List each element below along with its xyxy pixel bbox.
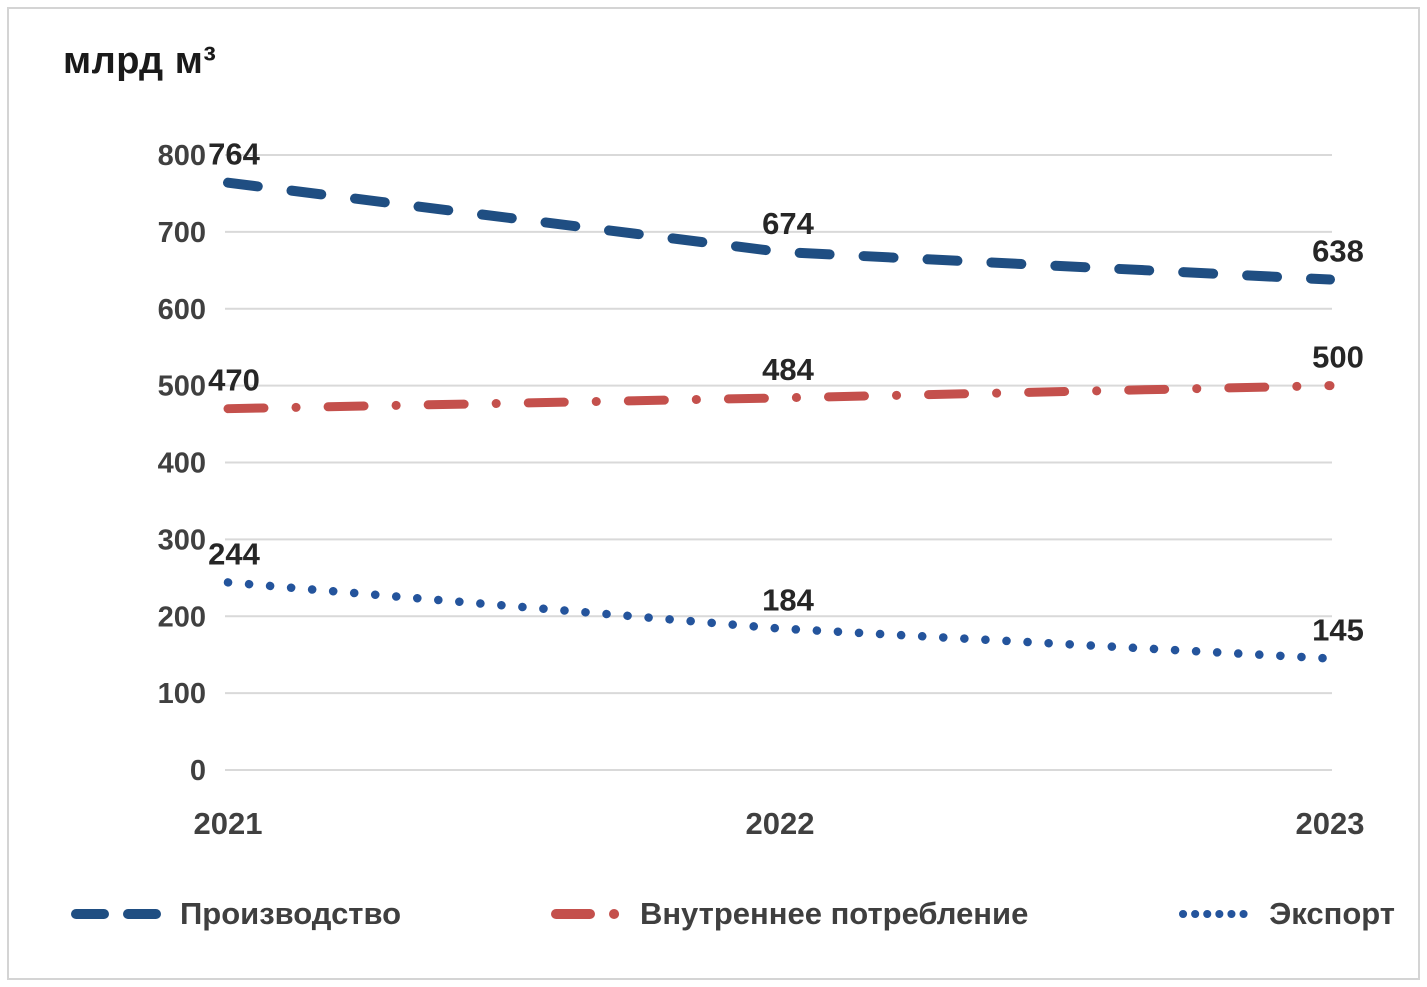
y-tick-label: 500	[158, 371, 206, 403]
chart-legend: Производство Внутреннее потребление Эксп…	[70, 886, 1395, 942]
legend-label-production: Производство	[180, 896, 402, 931]
chart-unit-title: млрд м³	[63, 40, 217, 82]
y-tick-label: 0	[190, 755, 206, 787]
production-line	[223, 177, 1335, 285]
data-label: 470	[208, 363, 260, 398]
legend-item-export: Экспорт	[1177, 896, 1395, 932]
x-tick-label: 2023	[1296, 806, 1365, 841]
data-label: 244	[208, 536, 260, 571]
consumption-line	[223, 381, 1335, 414]
data-label: 184	[762, 583, 814, 618]
export-dotted-line-icon	[1179, 910, 1254, 918]
x-tick-label: 2021	[194, 806, 263, 841]
legend-label-export: Экспорт	[1269, 896, 1395, 931]
chart-frame	[7, 7, 1420, 980]
legend-item-consumption: Внутреннее потребление	[550, 896, 1028, 932]
y-tick-label: 100	[158, 678, 206, 710]
x-tick-label: 2022	[746, 806, 815, 841]
y-tick-label: 800	[158, 140, 206, 172]
y-tick-label: 400	[158, 448, 206, 480]
y-tick-label: 600	[158, 294, 206, 326]
data-label: 764	[208, 137, 260, 172]
data-label: 484	[762, 352, 814, 387]
line-chart-plot-area: 0 100 200 300 400 500 600 700 800 2021 2022 2023 764…	[158, 137, 1365, 841]
legend-item-production: Производство	[70, 896, 401, 932]
data-label: 500	[1312, 340, 1364, 375]
y-tick-label: 300	[158, 524, 206, 556]
data-label: 674	[762, 206, 814, 241]
y-tick-label: 700	[158, 217, 206, 249]
data-label: 145	[1312, 613, 1364, 648]
data-label: 638	[1312, 234, 1364, 269]
y-tick-label: 200	[158, 601, 206, 633]
legend-label-consumption: Внутреннее потребление	[639, 896, 1029, 931]
production-dashed-line-icon	[71, 909, 165, 919]
consumption-dash-dot-line-icon	[550, 909, 625, 919]
